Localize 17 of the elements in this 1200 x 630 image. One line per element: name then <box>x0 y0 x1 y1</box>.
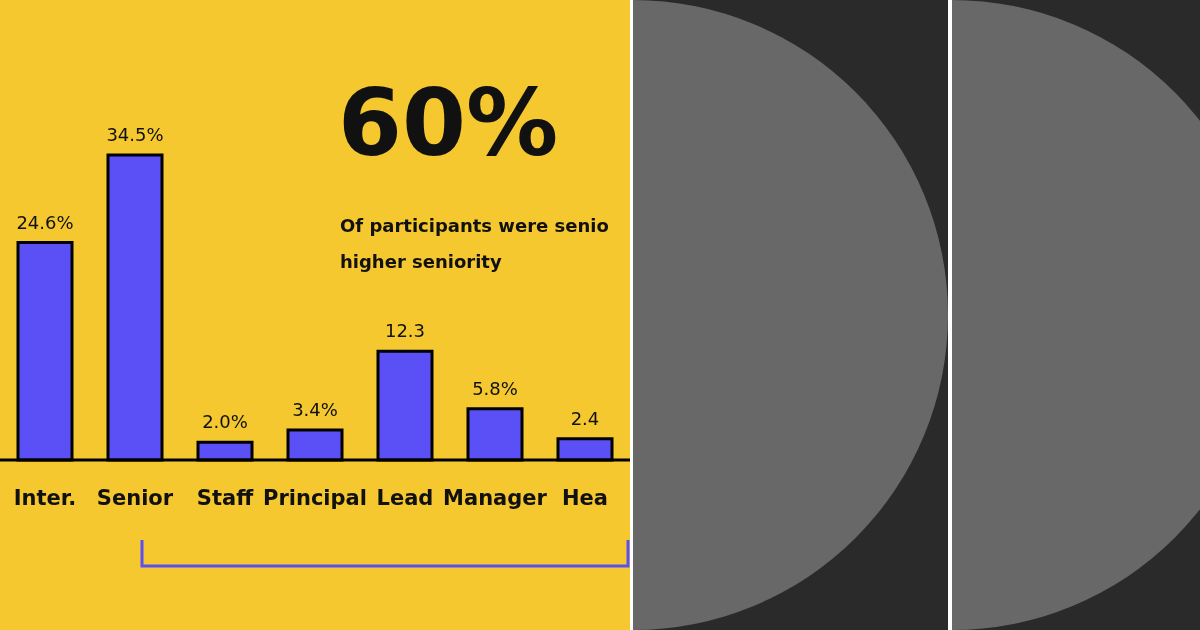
x-tick-label: Hea <box>562 485 608 510</box>
x-tick-label: Inter. <box>13 485 77 510</box>
x-tick-label: Staff <box>196 485 255 510</box>
data-label: 5.8% <box>472 377 518 399</box>
annotation: 60% <box>338 70 559 177</box>
data-label: 34.5% <box>106 124 164 145</box>
annotation: Of participants were senio <box>340 214 609 238</box>
x-tick-label: Manager <box>443 485 548 510</box>
annotation: higher seniority <box>340 250 503 274</box>
x-tick-label: Senior <box>96 485 174 510</box>
data-label: 3.4% <box>292 398 338 420</box>
x-tick-label: Principal <box>263 485 367 510</box>
data-label: 2.4 <box>570 407 600 429</box>
data-label: 12.3 <box>384 320 426 342</box>
x-tick-label: Lead <box>376 485 434 510</box>
data-label: 24.6% <box>16 211 74 233</box>
data-label: 2.0% <box>202 411 248 433</box>
